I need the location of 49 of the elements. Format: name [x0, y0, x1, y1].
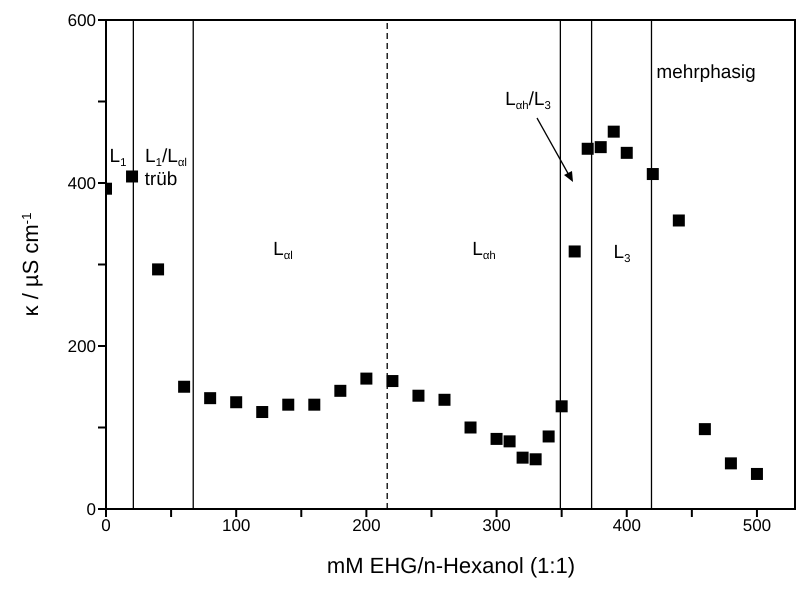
point: [230, 396, 242, 408]
point: [334, 384, 346, 397]
point: [646, 168, 659, 180]
x-tick-label: 500: [742, 516, 772, 536]
annotation: L$_{αh}$: [472, 239, 496, 262]
point: [582, 142, 594, 155]
point: [608, 126, 620, 138]
x-tick-label: 0: [101, 516, 111, 536]
point: [672, 214, 685, 226]
y-tick-label: 400: [68, 174, 96, 194]
point: [360, 372, 372, 385]
point: [438, 394, 450, 406]
point: [530, 453, 542, 466]
annotation: L$_{1}$/L$_{αl}$: [145, 146, 187, 170]
annotation: mehrphasig: [656, 62, 756, 84]
point: [556, 400, 568, 412]
annotation: trüb: [144, 169, 178, 190]
point: [490, 432, 503, 445]
point: [152, 263, 164, 276]
point: [516, 452, 529, 464]
point: [412, 390, 424, 402]
point: [126, 170, 138, 182]
y-tick-label: 200: [68, 337, 96, 356]
point: [542, 430, 555, 442]
x-tick-label: 300: [482, 516, 511, 536]
point: [464, 422, 477, 434]
point: [256, 406, 268, 418]
y-tick-label: 0: [86, 500, 96, 520]
annotation: L$_{αl}$: [273, 239, 293, 262]
annotation: L$_{αh}$/L$_{3}$: [505, 89, 551, 112]
point: [698, 423, 711, 436]
point: [724, 457, 737, 470]
annotation: L$_{1}$: [110, 146, 126, 170]
point: [204, 392, 216, 404]
y-tick-label: 600: [68, 11, 96, 30]
point: [594, 141, 607, 154]
point: [750, 468, 763, 480]
x-tick-label: 100: [222, 516, 250, 536]
point: [620, 146, 633, 159]
point: [386, 375, 398, 388]
x-tick-label: 400: [612, 516, 641, 536]
point: [308, 398, 320, 411]
point: [282, 398, 294, 411]
point: [568, 245, 581, 258]
x-tick-label: 200: [352, 516, 381, 536]
annotation: L$_{3}$: [614, 242, 630, 266]
point: [178, 380, 190, 393]
point: [504, 435, 516, 448]
x-axis-title: mM EHG/n-Hexanol (1:1): [326, 553, 576, 578]
